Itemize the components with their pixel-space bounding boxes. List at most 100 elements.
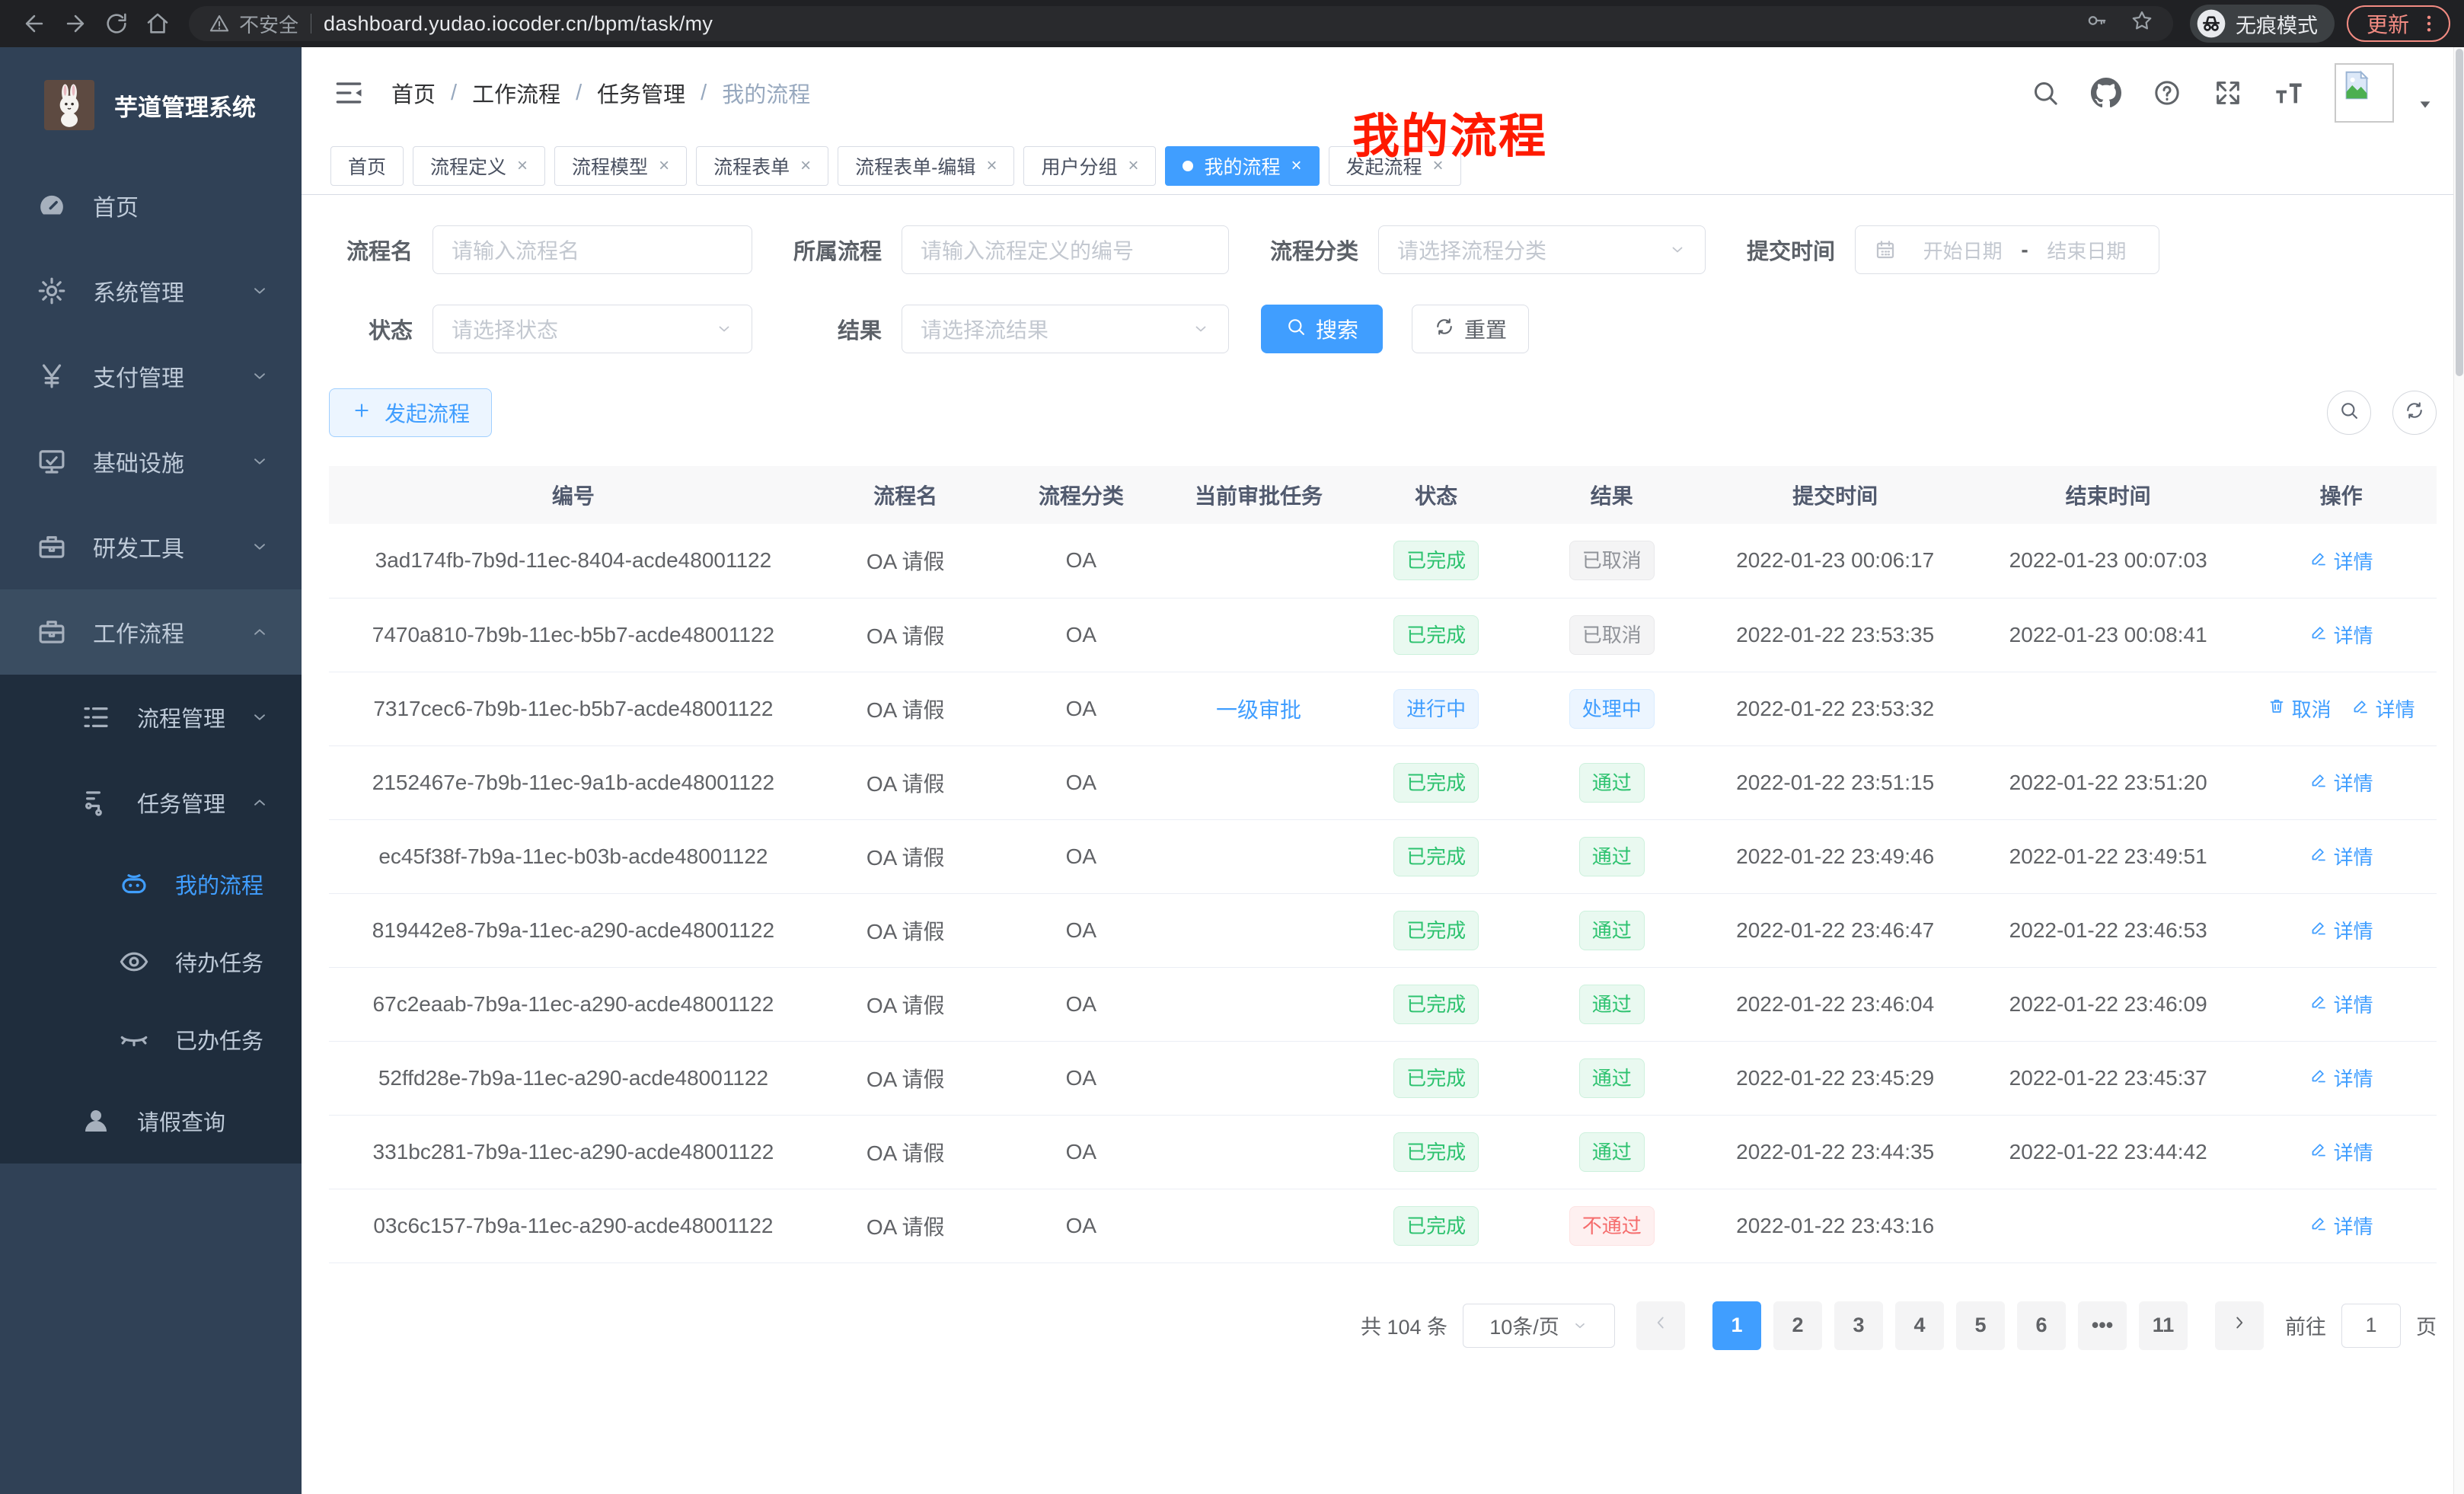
tab-我的流程[interactable]: 我的流程 × <box>1165 146 1320 186</box>
close-icon[interactable]: × <box>1128 155 1139 176</box>
cell-submit-time: 2022-01-22 23:46:47 <box>1700 893 1971 968</box>
sidebar-item-请假查询[interactable]: 请假查询 <box>0 1078 302 1164</box>
show-search-button[interactable] <box>2327 391 2371 435</box>
home-icon[interactable] <box>137 3 178 44</box>
close-icon[interactable]: × <box>517 155 528 176</box>
detail-link[interactable]: 详情 <box>2309 916 2373 944</box>
page-2-button[interactable]: 2 <box>1773 1301 1822 1350</box>
page-1-button[interactable]: 1 <box>1712 1301 1761 1350</box>
tab-用户分组[interactable]: 用户分组 × <box>1023 146 1157 186</box>
detail-link[interactable]: 详情 <box>2309 990 2373 1018</box>
column-header: 提交时间 <box>1700 466 1971 524</box>
close-icon[interactable]: × <box>1432 155 1444 176</box>
edit-icon <box>2351 697 2370 720</box>
table-row: 52ffd28e-7b9a-11ec-a290-acde48001122 OA 请… <box>329 1041 2437 1116</box>
chevron-down-icon <box>250 707 270 727</box>
page-6-button[interactable]: 6 <box>2017 1301 2066 1350</box>
more-pages-button[interactable]: ••• <box>2078 1301 2127 1350</box>
category-select[interactable]: 请选择流程分类 <box>1378 225 1706 274</box>
goto-page-input[interactable] <box>2341 1303 2401 1348</box>
menu-dots-icon[interactable] <box>2418 13 2440 34</box>
eye-closed-icon <box>117 1023 151 1056</box>
scrollbar-thumb[interactable] <box>2456 49 2463 376</box>
caret-down-icon[interactable] <box>2417 96 2434 113</box>
detail-link[interactable]: 详情 <box>2309 1211 2373 1240</box>
warning-icon <box>209 13 230 34</box>
breadcrumb-item[interactable]: 工作流程 <box>472 83 561 107</box>
close-icon[interactable]: × <box>1291 155 1302 176</box>
page-11-button[interactable]: 11 <box>2139 1301 2188 1350</box>
close-icon[interactable]: × <box>659 155 670 176</box>
page-5-button[interactable]: 5 <box>1956 1301 2005 1350</box>
help-icon[interactable] <box>2152 78 2182 108</box>
status-select[interactable]: 请选择状态 <box>432 305 752 353</box>
scrollbar[interactable] <box>2453 47 2464 1494</box>
sidebar-item-任务管理[interactable]: 任务管理 <box>0 760 302 845</box>
next-page-button[interactable] <box>2215 1301 2264 1350</box>
tab-发起流程[interactable]: 发起流程 × <box>1328 146 1461 186</box>
edit-icon <box>2309 918 2328 942</box>
annotation-text: 我的流程 <box>1352 110 1548 163</box>
page-4-button[interactable]: 4 <box>1895 1301 1944 1350</box>
page-3-button[interactable]: 3 <box>1834 1301 1883 1350</box>
sidebar-item-系统管理[interactable]: 系统管理 <box>0 248 302 334</box>
breadcrumb-item[interactable]: 首页 <box>391 83 436 107</box>
github-icon[interactable] <box>2091 78 2121 108</box>
breadcrumb-item[interactable]: 任务管理 <box>597 83 686 107</box>
search-button[interactable]: 搜索 <box>1261 305 1384 353</box>
font-size-icon[interactable] <box>2274 78 2304 108</box>
sidebar-item-我的流程[interactable]: 我的流程 <box>0 845 302 923</box>
avatar[interactable] <box>2335 63 2394 123</box>
sidebar-item-流程管理[interactable]: 流程管理 <box>0 675 302 760</box>
cell-end-time: 2022-01-22 23:51:20 <box>1971 745 2246 820</box>
cell-id: 03c6c157-7b9a-11ec-a290-acde48001122 <box>329 1189 818 1263</box>
sidebar-item-基础设施[interactable]: 基础设施 <box>0 419 302 504</box>
tab-首页[interactable]: 首页 <box>330 146 404 186</box>
sidebar-item-支付管理[interactable]: 支付管理 <box>0 334 302 419</box>
detail-link[interactable]: 详情 <box>2309 1138 2373 1166</box>
close-icon[interactable]: × <box>986 155 997 176</box>
date-range-input[interactable]: 开始日期 - 结束日期 <box>1855 225 2159 274</box>
close-icon[interactable]: × <box>800 155 812 176</box>
cell-submit-time: 2022-01-23 00:06:17 <box>1700 524 1971 599</box>
detail-link[interactable]: 详情 <box>2309 768 2373 796</box>
detail-link[interactable]: 详情 <box>2309 1064 2373 1092</box>
detail-link[interactable]: 详情 <box>2309 842 2373 870</box>
result-select[interactable]: 请选择流结果 <box>902 305 1229 353</box>
filter-label-status: 状态 <box>368 319 413 343</box>
page-size-select[interactable]: 10条/页 <box>1463 1303 1615 1348</box>
tab-流程模型[interactable]: 流程模型 × <box>554 146 688 186</box>
sidebar-item-首页[interactable]: 首页 <box>0 163 302 248</box>
sidebar-item-研发工具[interactable]: 研发工具 <box>0 504 302 589</box>
process-name-input[interactable]: 请输入流程名 <box>432 225 752 274</box>
refresh-table-button[interactable] <box>2392 391 2437 435</box>
prev-page-button[interactable] <box>1636 1301 1685 1350</box>
sidebar-item-待办任务[interactable]: 待办任务 <box>0 923 302 1001</box>
detail-link[interactable]: 详情 <box>2351 694 2415 723</box>
search-icon[interactable] <box>2030 78 2060 108</box>
key-icon[interactable] <box>2085 9 2108 38</box>
detail-link[interactable]: 详情 <box>2309 547 2373 575</box>
url-bar[interactable]: 不安全 dashboard.yudao.iocoder.cn/bpm/task/… <box>189 6 2173 41</box>
start-process-button[interactable]: 发起流程 <box>329 388 493 437</box>
detail-link[interactable]: 详情 <box>2309 621 2373 649</box>
browser-update-button[interactable]: 更新 <box>2346 5 2450 42</box>
task-link[interactable]: 一级审批 <box>1215 698 1301 722</box>
forward-icon[interactable] <box>55 3 96 44</box>
column-header: 结束时间 <box>1971 466 2246 524</box>
fullscreen-icon[interactable] <box>2213 78 2243 108</box>
app-logo: 芋道管理系统 <box>0 47 302 163</box>
reload-icon[interactable] <box>96 3 137 44</box>
collapse-sidebar-icon[interactable] <box>332 76 365 110</box>
sidebar-item-工作流程[interactable]: 工作流程 <box>0 589 302 675</box>
bookmark-star-icon[interactable] <box>2130 9 2153 38</box>
sidebar-item-已办任务[interactable]: 已办任务 <box>0 1001 302 1078</box>
process-definition-input[interactable]: 请输入流程定义的编号 <box>902 225 1229 274</box>
cancel-link[interactable]: 取消 <box>2268 694 2332 723</box>
tab-流程表单[interactable]: 流程表单 × <box>696 146 829 186</box>
cell-category: OA <box>993 524 1170 599</box>
reset-button[interactable]: 重置 <box>1412 305 1530 353</box>
tab-流程表单-编辑[interactable]: 流程表单-编辑 × <box>838 146 1015 186</box>
back-icon[interactable] <box>14 3 55 44</box>
tab-流程定义[interactable]: 流程定义 × <box>413 146 546 186</box>
